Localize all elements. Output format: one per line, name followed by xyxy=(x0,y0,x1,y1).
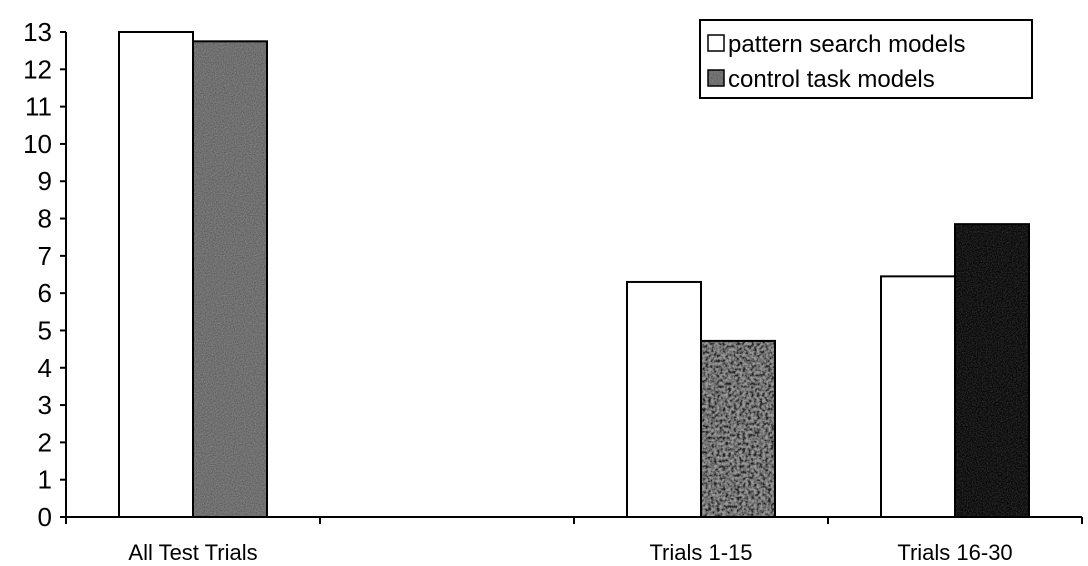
y-tick-label: 10 xyxy=(23,129,52,159)
y-tick-label: 11 xyxy=(25,92,52,122)
y-tick-label: 13 xyxy=(23,17,52,47)
bars xyxy=(118,31,1030,519)
bar-1-3 xyxy=(955,224,1029,517)
bar-0-3 xyxy=(880,275,956,518)
category-labels: All Test Trials Trials 1-15 Trials 16-30 xyxy=(128,540,1012,565)
bar-outline xyxy=(700,339,776,518)
y-tick-label: 3 xyxy=(38,390,52,420)
legend-label: control task models xyxy=(728,66,935,93)
category-label: Trials 16-30 xyxy=(897,540,1012,565)
legend-box xyxy=(699,19,1033,99)
y-tick-label: 8 xyxy=(38,204,52,234)
bar-0-0 xyxy=(118,31,194,518)
bar-1-0 xyxy=(193,41,267,517)
legend-label: pattern search models xyxy=(728,31,965,58)
y-tick-label: 6 xyxy=(38,278,52,308)
y-tick-label: 12 xyxy=(23,54,52,84)
bar-0-2 xyxy=(626,280,702,519)
y-tick-label: 2 xyxy=(38,427,52,457)
y-tick-label: 1 xyxy=(38,465,52,495)
legend-swatch xyxy=(707,69,725,87)
y-tick-label: 7 xyxy=(38,241,52,271)
legend: pattern search models control task models xyxy=(699,19,1033,99)
legend-swatch-outline xyxy=(707,69,725,87)
bar-outline xyxy=(192,40,268,518)
y-tick-label: 0 xyxy=(38,502,52,532)
category-label: Trials 1-15 xyxy=(649,540,752,565)
y-tick-label: 5 xyxy=(38,315,52,345)
y-tick-label: 4 xyxy=(38,353,52,383)
bar-1-2 xyxy=(701,340,775,517)
y-tick-label: 9 xyxy=(38,166,52,196)
legend-swatch xyxy=(707,34,725,52)
bar-outline xyxy=(954,223,1030,518)
category-label: All Test Trials xyxy=(128,540,257,565)
